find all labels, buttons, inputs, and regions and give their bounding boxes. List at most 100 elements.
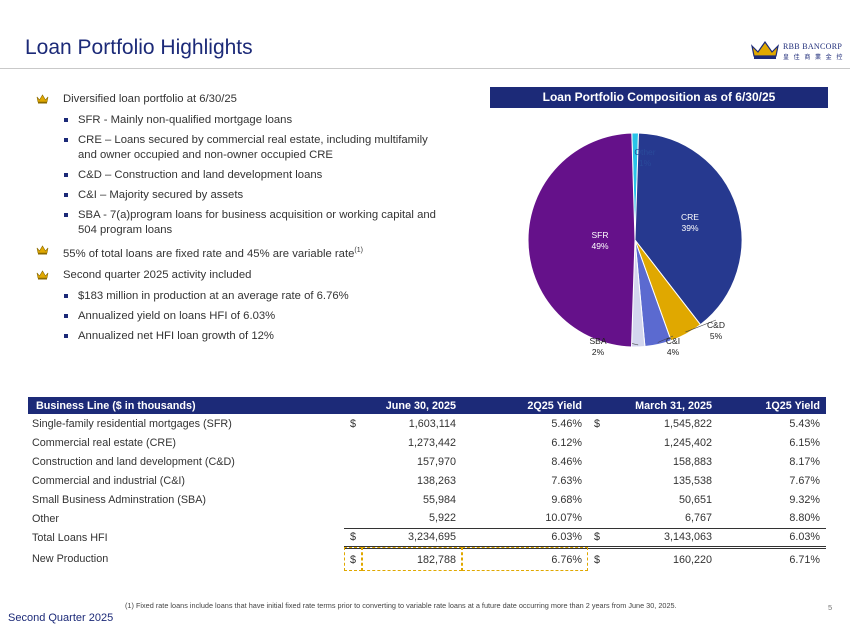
2q25-yield: 7.63%: [551, 474, 582, 487]
june-value: 182,788: [362, 547, 462, 571]
row-label: Total Loans HFI: [32, 531, 108, 544]
currency-symbol: $: [594, 553, 601, 566]
march-value: 160,220: [672, 553, 712, 566]
june-value: 157,970: [416, 455, 456, 468]
2q25-yield: 10.07%: [545, 512, 582, 525]
loan-table: Business Line ($ in thousands) June 30, …: [28, 397, 826, 571]
page-title: Loan Portfolio Highlights: [25, 36, 253, 59]
sub-bullet: CRE – Loans secured by commercial real e…: [36, 133, 436, 163]
march-value: 158,883: [672, 455, 712, 468]
table-row: Commercial and industrial (C&I) 138,263 7.…: [28, 471, 826, 490]
2q25-yield: 8.46%: [551, 455, 582, 468]
bullet-diversified: Diversified loan portfolio at 6/30/25: [36, 92, 436, 107]
pie-slice-cre: [634, 132, 743, 326]
sub-bullet: C&D – Construction and land development …: [36, 168, 436, 183]
company-logo: RBB BANCORP 皇 佳 商 業 金 控: [750, 38, 843, 62]
june-value: 5,922: [428, 512, 456, 525]
1q25-yield: 7.67%: [789, 474, 820, 487]
row-label: Single-family residential mortgages (SFR…: [32, 417, 232, 430]
currency-symbol: $: [344, 547, 362, 571]
pie-label-cd: C&D 5%: [700, 320, 732, 342]
table-row: Commercial real estate (CRE) 1,273,442 6.1…: [28, 433, 826, 452]
footnote-ref: (1): [354, 247, 363, 254]
header-2q25-yield: 2Q25 Yield: [462, 397, 588, 414]
june-value: 3,234,695: [362, 527, 462, 549]
june-value: 55,984: [422, 493, 456, 506]
bullet-activity: Second quarter 2025 activity included: [36, 268, 436, 283]
currency-symbol: [588, 490, 606, 509]
pie-label-sfr: SFR 49%: [584, 230, 616, 252]
leader-line: [685, 319, 717, 333]
pie-slice-sfr: [527, 132, 636, 348]
logo-brand-text: RBB BANCORP: [783, 42, 843, 51]
1q25-yield: 6.15%: [789, 436, 820, 449]
page-number: 5: [828, 603, 833, 612]
title-divider: [0, 68, 850, 69]
currency-symbol: [344, 452, 362, 471]
bullet-text: Second quarter 2025 activity included: [63, 268, 252, 281]
slice-label: Other: [634, 147, 656, 157]
currency-symbol: $: [594, 417, 601, 430]
slice-label: C&D: [707, 320, 725, 330]
slice-label: C&I: [665, 336, 681, 346]
pie-label-other: Other 1%: [629, 147, 661, 169]
currency-symbol: $: [344, 527, 362, 549]
header-1q25-yield: 1Q25 Yield: [718, 397, 826, 414]
table-row: Small Business Adminstration (SBA) 55,984…: [28, 490, 826, 509]
slice-value: 4%: [666, 347, 680, 357]
2q25-yield: 6.03%: [462, 527, 588, 549]
currency-symbol: [588, 433, 606, 452]
march-value: 3,143,063: [606, 527, 718, 549]
chart-title: Loan Portfolio Composition as of 6/30/25: [490, 87, 828, 108]
crown-bullet-icon: [36, 94, 49, 104]
slice-value: 5%: [709, 331, 723, 341]
header-june-2025: June 30, 2025: [344, 397, 462, 414]
march-value: 135,538: [672, 474, 712, 487]
logo-chinese-text: 皇 佳 商 業 金 控: [783, 55, 844, 61]
table-row: Other 5,922 10.07% 6,767 8.80%: [28, 509, 826, 528]
1q25-yield: 8.80%: [789, 512, 820, 525]
sub-bullet: SFR - Mainly non-qualified mortgage loan…: [36, 113, 436, 128]
1q25-yield: 8.17%: [789, 455, 820, 468]
1q25-yield: 6.71%: [789, 553, 820, 566]
march-value: 1,245,402: [663, 436, 712, 449]
pie-label-cre: CRE 39%: [674, 212, 706, 234]
2q25-yield: 6.76%: [462, 547, 588, 571]
bullet-text: 55% of total loans are fixed rate and 45…: [63, 247, 355, 260]
sub-bullet: C&I – Majority secured by assets: [36, 188, 436, 203]
footnote: (1) Fixed rate loans include loans that …: [125, 601, 677, 610]
currency-symbol: [344, 509, 362, 528]
currency-symbol: [588, 452, 606, 471]
pie-label-ci: C&I 4%: [657, 336, 689, 358]
currency-symbol: [588, 471, 606, 490]
sub-bullet: $183 million in production at an average…: [36, 289, 436, 304]
currency-symbol: [344, 433, 362, 452]
slice-value: 1%: [638, 158, 652, 168]
row-label: Construction and land development (C&D): [32, 455, 235, 468]
crown-bullet-icon: [36, 245, 49, 255]
crown-logo-icon: [751, 40, 779, 59]
2q25-yield: 9.68%: [551, 493, 582, 506]
march-value: 1,545,822: [663, 417, 712, 430]
new-production-row: New Production $ 182,788 6.76% $ 160,220…: [28, 547, 826, 571]
june-value: 138,263: [416, 474, 456, 487]
june-value: 1,603,114: [408, 417, 456, 430]
loan-composition-pie-chart: Other 1% CRE 39% C&D 5% C&I 4% SBA 2% SFR 49%: [490, 110, 828, 370]
1q25-yield: 5.43%: [789, 417, 820, 430]
highlights-list: Diversified loan portfolio at 6/30/25 SF…: [36, 92, 436, 349]
march-value: 50,651: [678, 493, 712, 506]
slice-label: CRE: [681, 212, 699, 222]
table-row: Single-family residential mortgages (SFR…: [28, 414, 826, 433]
currency-symbol: $: [350, 417, 357, 430]
currency-symbol: [588, 509, 606, 528]
1q25-yield: 9.32%: [789, 493, 820, 506]
2q25-yield: 6.12%: [551, 436, 582, 449]
march-value: 6,767: [684, 512, 712, 525]
sub-bullet: SBA - 7(a)program loans for business acq…: [36, 208, 436, 238]
leader-line: [657, 335, 674, 343]
bullet-text: Diversified loan portfolio at 6/30/25: [63, 93, 237, 105]
header-march-2025: March 31, 2025: [588, 397, 718, 414]
crown-bullet-icon: [36, 270, 49, 280]
table-row: Construction and land development (C&D) 1…: [28, 452, 826, 471]
total-row: Total Loans HFI $ 3,234,695 6.03% $ 3,14…: [28, 527, 826, 549]
